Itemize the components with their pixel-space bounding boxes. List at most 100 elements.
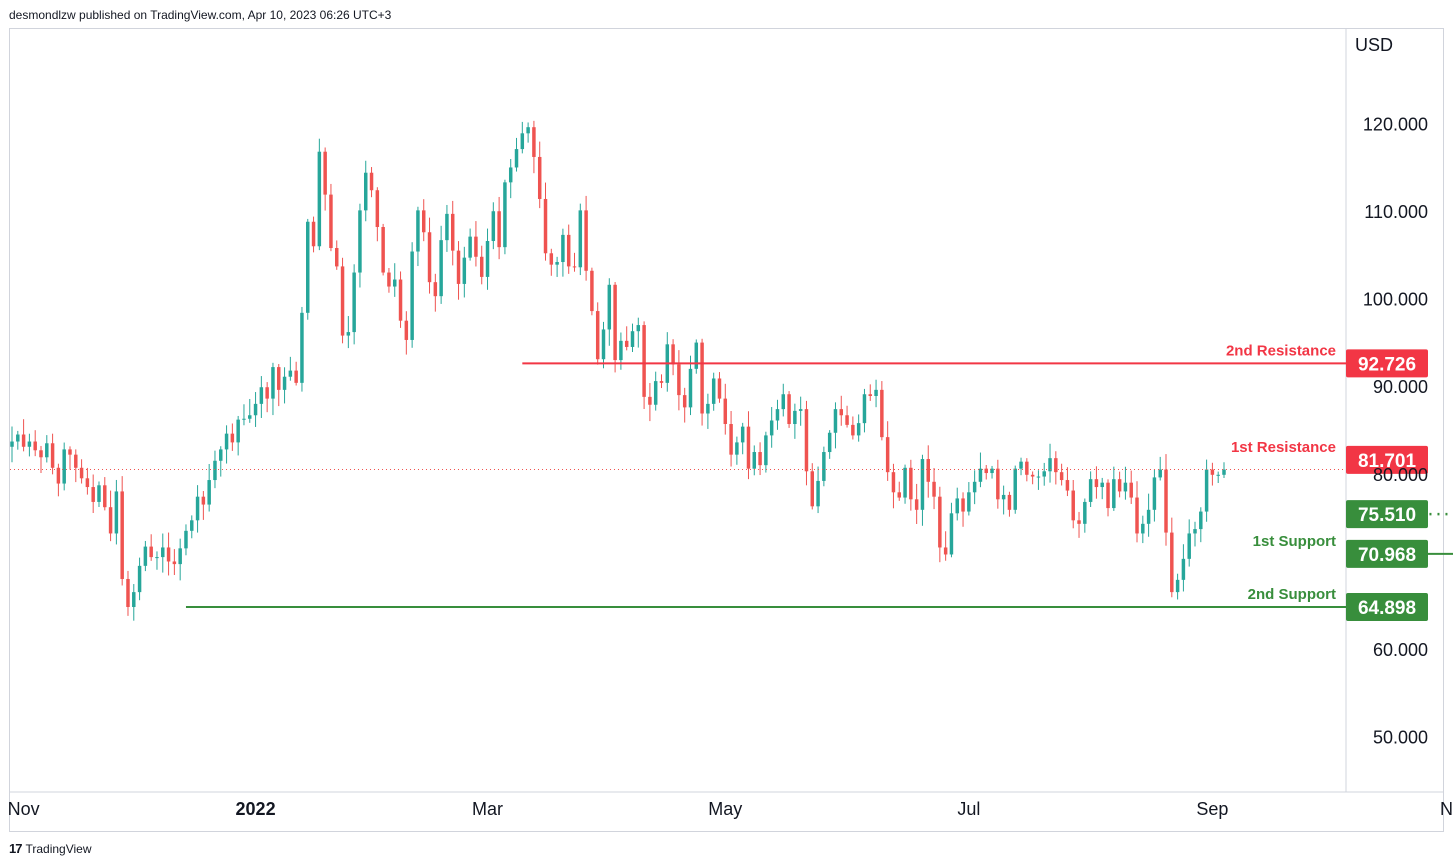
candle (1071, 480, 1075, 529)
candle (787, 391, 791, 428)
candle (1094, 466, 1099, 499)
candle (1123, 466, 1128, 500)
candle (758, 442, 762, 476)
level-92-726[interactable]: 2nd Resistance 92.726 (522, 342, 1428, 378)
candle (532, 120, 536, 174)
candle (1019, 457, 1023, 476)
candle (421, 199, 426, 242)
candle (248, 398, 252, 423)
level-75-510[interactable]: 75.510 (1346, 500, 1453, 529)
price-badge (1346, 539, 1428, 568)
level-name: 2nd Resistance (1226, 342, 1336, 359)
level-64-898[interactable]: 2nd Support 64.898 (185, 586, 1428, 622)
candle (1065, 467, 1070, 497)
footer-brand[interactable]: TradingView (25, 841, 92, 856)
candle (259, 376, 264, 418)
candle (120, 476, 124, 586)
candle (1141, 515, 1145, 544)
candle (572, 252, 577, 272)
candle (340, 257, 345, 344)
candle (282, 367, 287, 404)
candle (816, 466, 820, 514)
candle (746, 411, 751, 480)
candle (885, 421, 890, 481)
candle (909, 459, 913, 511)
candle (306, 218, 310, 320)
candle (1193, 521, 1197, 547)
candle (1013, 465, 1017, 514)
time-axis[interactable]: Nov2022MarMayJulSepNov2023MarMay (8, 799, 1453, 819)
candle (508, 158, 513, 199)
level-name: 2nd Support (1248, 586, 1336, 603)
candle (520, 121, 525, 154)
candle (978, 452, 983, 488)
price-badge-text: 81.701 (1358, 451, 1417, 472)
candle (317, 138, 322, 251)
candle (1170, 517, 1174, 598)
price-badge-text: 64.898 (1358, 598, 1416, 619)
candle (352, 264, 356, 345)
candle (694, 339, 699, 374)
price-badge (1346, 500, 1428, 529)
candle (85, 467, 90, 495)
candle (1216, 471, 1220, 483)
currency-label: USD (1355, 35, 1393, 55)
y-tick-label: 100.000 (1363, 290, 1428, 310)
candle (108, 490, 113, 542)
candle (1117, 471, 1122, 498)
level-name: 1st Resistance (1231, 439, 1336, 456)
candle (253, 392, 258, 427)
candle (851, 416, 855, 440)
candle (891, 463, 896, 509)
candle (172, 549, 177, 575)
y-tick-label: 60.000 (1373, 640, 1428, 660)
candle (79, 459, 84, 484)
candle (769, 407, 774, 448)
price-axis[interactable]: 120.000 110.000 100.000 90.000 80.000 60.000 5… (1363, 115, 1428, 748)
candle (369, 167, 374, 198)
candle (335, 240, 339, 270)
candle (1036, 470, 1041, 490)
candle (439, 225, 443, 304)
candle (822, 446, 826, 487)
candle (161, 533, 165, 573)
candle (497, 196, 501, 260)
level-70-968[interactable]: 1st Support 70.968 (1253, 533, 1453, 568)
candle (219, 446, 223, 477)
candle (184, 524, 188, 556)
candle (648, 383, 652, 422)
x-tick-label: Nov (1440, 799, 1453, 819)
price-badge-text: 70.968 (1358, 545, 1416, 566)
candle (1001, 485, 1006, 515)
candle (137, 557, 142, 601)
level-81-701[interactable]: 1st Resistance 81.701 (1231, 439, 1428, 474)
candle (665, 332, 670, 392)
candle (549, 248, 554, 276)
candle (874, 379, 878, 408)
candle (323, 147, 327, 211)
level-name: 1st Support (1253, 533, 1336, 550)
candle (717, 372, 722, 403)
candle (195, 485, 200, 533)
candle (955, 487, 959, 521)
candle (1088, 471, 1093, 508)
candle (68, 446, 72, 470)
candle (682, 387, 687, 423)
candle (943, 531, 948, 561)
candle (1100, 477, 1104, 500)
candle (1164, 454, 1168, 546)
candle (427, 217, 432, 294)
candle (671, 339, 675, 376)
candle (126, 570, 130, 616)
candle (1054, 451, 1058, 485)
candle (1112, 466, 1116, 511)
x-tick-label: Jul (957, 799, 980, 819)
price-badge (1346, 349, 1428, 378)
candle (271, 362, 275, 416)
candle (740, 422, 745, 455)
candle (21, 419, 26, 452)
candle (1181, 544, 1186, 592)
y-tick-label: 110.000 (1364, 202, 1428, 222)
candle (601, 321, 606, 369)
